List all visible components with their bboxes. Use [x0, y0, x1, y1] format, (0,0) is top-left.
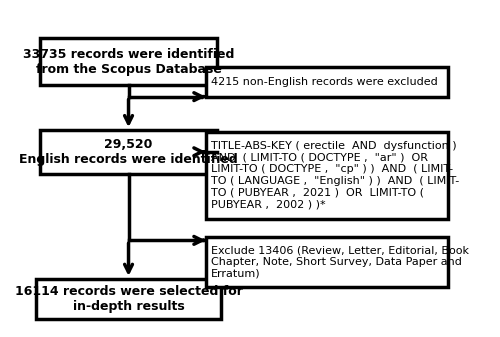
FancyBboxPatch shape: [206, 67, 448, 97]
Text: 29,520
English records were identified: 29,520 English records were identified: [19, 138, 238, 166]
FancyBboxPatch shape: [36, 279, 221, 319]
FancyBboxPatch shape: [206, 237, 448, 287]
Text: Exclude 13406 (Review, Letter, Editorial, Book
Chapter, Note, Short Survey, Data: Exclude 13406 (Review, Letter, Editorial…: [211, 245, 469, 279]
Text: TITLE-ABS-KEY ( erectile  AND  dysfunction )
AND  ( LIMIT-TO ( DOCTYPE ,  "ar" ): TITLE-ABS-KEY ( erectile AND dysfunction…: [211, 141, 459, 209]
Text: 16114 records were selected for
in-depth results: 16114 records were selected for in-depth…: [14, 285, 242, 313]
Text: 4215 non-English records were excluded: 4215 non-English records were excluded: [211, 76, 438, 87]
FancyBboxPatch shape: [40, 130, 216, 174]
FancyBboxPatch shape: [206, 132, 448, 219]
Text: 33735 records were identified
from the Scopus Database: 33735 records were identified from the S…: [23, 48, 234, 75]
FancyBboxPatch shape: [40, 38, 216, 85]
